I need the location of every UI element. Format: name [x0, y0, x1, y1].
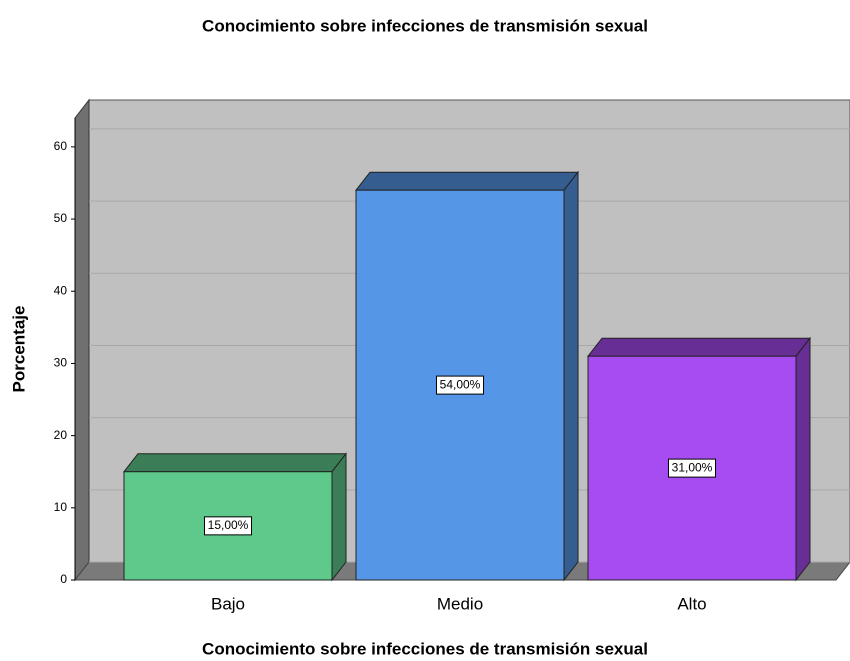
- y-tick-label: 0: [60, 572, 67, 586]
- y-tick-label: 20: [54, 428, 68, 442]
- y-axis-label: Porcentaje: [9, 306, 28, 393]
- x-tick-label: Alto: [677, 594, 706, 613]
- bar-side: [563, 170, 579, 582]
- y-tick-label: 30: [54, 356, 68, 370]
- left-wall: [74, 98, 90, 582]
- bar-top: [122, 453, 348, 473]
- value-label: 15,00%: [208, 518, 249, 532]
- bar-side: [331, 452, 347, 582]
- chart-title: Conocimiento sobre infecciones de transm…: [202, 16, 648, 35]
- y-tick-label: 40: [54, 283, 68, 297]
- x-axis-label: Conocimiento sobre infecciones de transm…: [202, 639, 648, 658]
- bar-top: [586, 337, 812, 357]
- value-label-box: [435, 375, 485, 395]
- value-label-box: [667, 458, 717, 478]
- value-label: 54,00%: [440, 377, 481, 391]
- bar-top: [354, 171, 580, 191]
- value-label-box: [203, 516, 253, 536]
- bar-side: [795, 336, 811, 582]
- x-tick-label: Bajo: [211, 594, 245, 613]
- value-label: 31,00%: [672, 460, 713, 474]
- y-tick-label: 60: [54, 139, 68, 153]
- y-tick-label: 10: [54, 500, 68, 514]
- y-tick-label: 50: [54, 211, 68, 225]
- x-tick-label: Medio: [437, 594, 483, 613]
